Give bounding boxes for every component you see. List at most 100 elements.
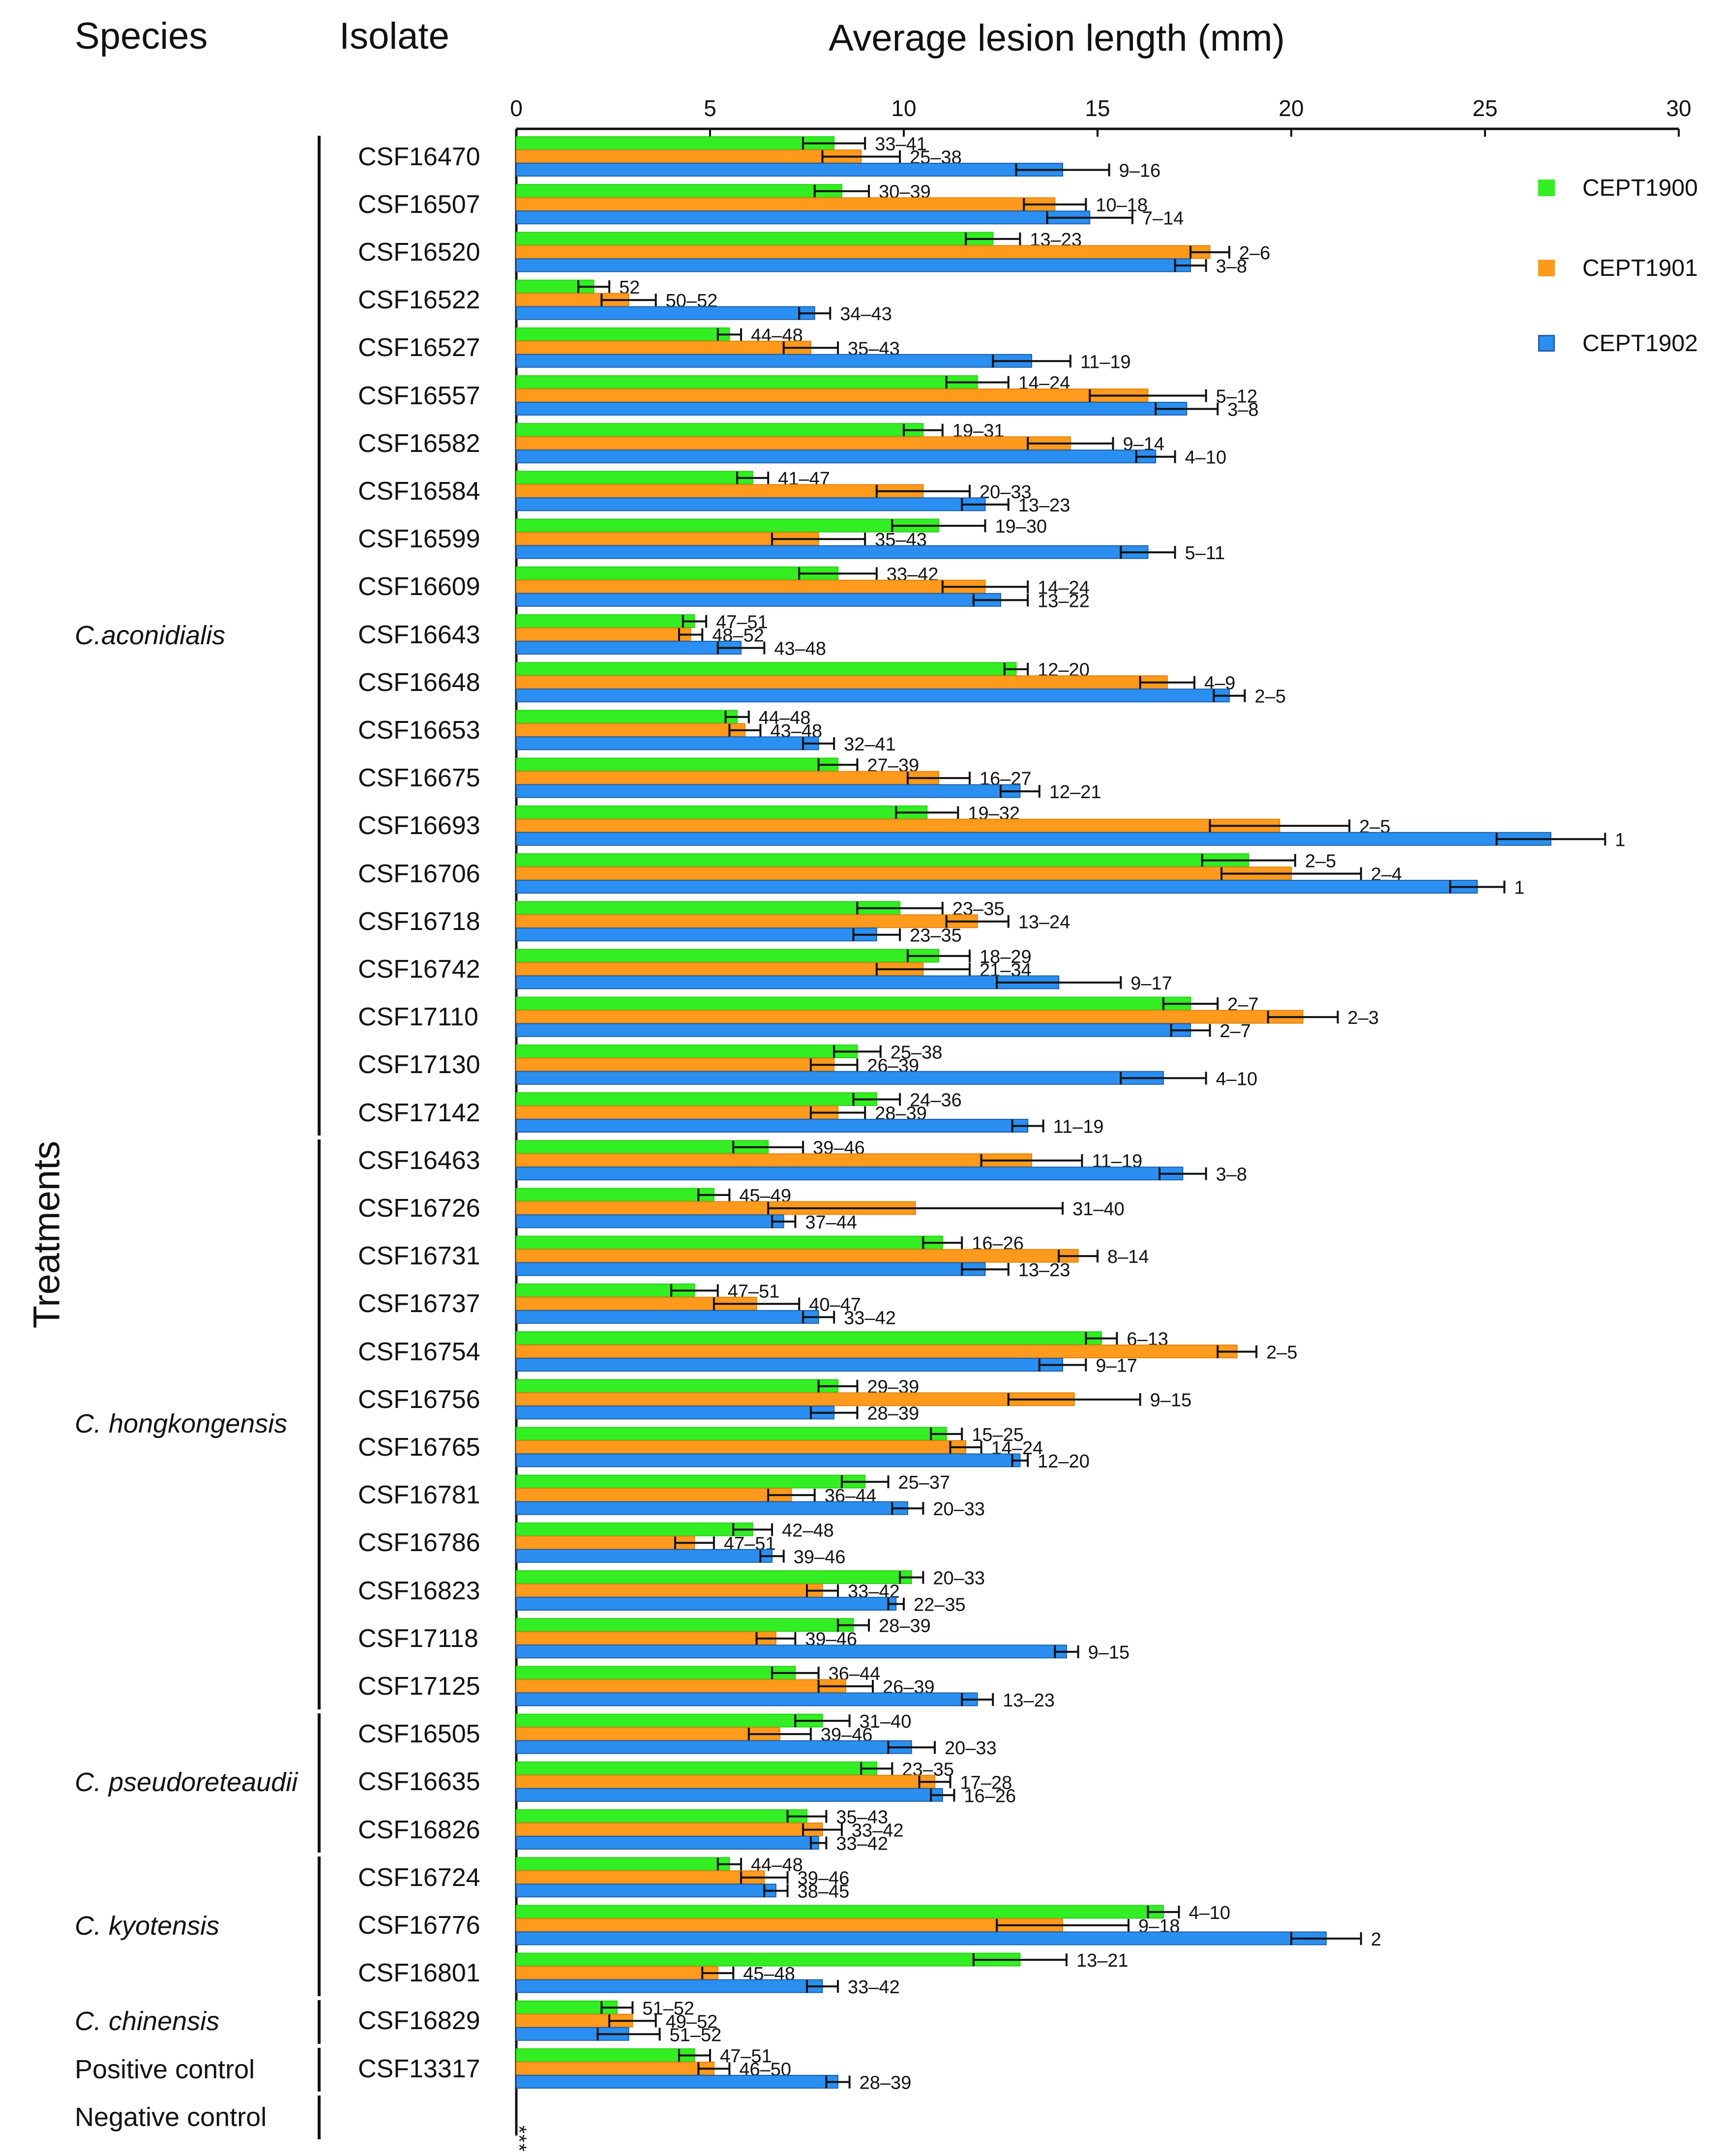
- rank-label: 33–42: [852, 1821, 904, 1841]
- rank-label: 38–45: [798, 1882, 850, 1902]
- bar-CEPT1900: [516, 566, 839, 580]
- bar-CEPT1902: [516, 689, 1230, 703]
- isolate-label: CSF16648: [358, 668, 480, 697]
- bar-CEPT1902: [516, 1262, 986, 1276]
- bar-CEPT1902: [516, 641, 742, 655]
- isolate-label: CSF16706: [358, 859, 480, 888]
- bar-CEPT1900: [516, 662, 1017, 676]
- isolate-label: CSF17125: [358, 1672, 480, 1701]
- bar-CEPT1902: [516, 1979, 823, 1993]
- isolate-label: CSF16726: [358, 1194, 480, 1223]
- bar-CEPT1900: [516, 1235, 943, 1250]
- isolate-label: CSF16463: [358, 1146, 480, 1175]
- rank-label: 39–46: [798, 1868, 850, 1889]
- bar-CEPT1902: [516, 1740, 912, 1754]
- rank-label: 9–15: [1150, 1390, 1192, 1411]
- bar-CEPT1901: [516, 1774, 936, 1789]
- isolate-label: CSF16737: [358, 1289, 480, 1318]
- bar-CEPT1900: [516, 757, 839, 772]
- bar-CEPT1902: [516, 1453, 1021, 1467]
- rank-label: 1: [1615, 830, 1625, 850]
- bar-CEPT1900: [516, 1713, 823, 1728]
- bar-CEPT1902: [516, 545, 1149, 559]
- rank-label: 5–12: [1216, 387, 1258, 407]
- bar-CEPT1900: [516, 1666, 796, 1680]
- isolate-label: CSF16520: [358, 238, 480, 267]
- isolate-label: CSF16781: [358, 1481, 480, 1510]
- bar-CEPT1902: [516, 1501, 908, 1515]
- species-label: Negative control: [75, 2102, 267, 2132]
- bar-CEPT1902: [516, 784, 1021, 798]
- legend-swatch-cept1900: [1538, 180, 1555, 196]
- bar-CEPT1900: [516, 614, 695, 628]
- negative-control-marker: ***: [508, 2126, 531, 2153]
- bar-CEPT1901: [516, 1488, 792, 1502]
- bar-CEPT1900: [516, 1188, 714, 1202]
- rank-label: 7–14: [1142, 209, 1184, 229]
- rank-label: 31–40: [860, 1711, 912, 1732]
- bar-CEPT1900: [516, 518, 939, 533]
- isolate-label: CSF16765: [358, 1433, 480, 1462]
- species-label: C. hongkongensis: [75, 1409, 288, 1439]
- rank-label: 9–17: [1096, 1356, 1137, 1377]
- bar-CEPT1901: [516, 1631, 776, 1646]
- rank-label: 42–48: [782, 1520, 834, 1541]
- rank-label: 34–43: [840, 304, 892, 325]
- bar-CEPT1901: [516, 867, 1292, 880]
- rank-label: 2–7: [1220, 1021, 1251, 1042]
- rank-label: 2–6: [1239, 243, 1270, 264]
- bar-CEPT1902: [516, 1549, 773, 1563]
- bar-CEPT1901: [516, 1918, 1064, 1932]
- rank-label: 3–8: [1216, 256, 1247, 277]
- group-bracket: [318, 2000, 321, 2044]
- rank-label: 17–28: [960, 1772, 1012, 1793]
- rank-label: 28–39: [867, 1404, 919, 1424]
- rank-label: 2: [1371, 1929, 1381, 1950]
- bar-CEPT1902: [516, 832, 1551, 846]
- bar-CEPT1902: [516, 1692, 978, 1707]
- group-bracket: [318, 2048, 321, 2092]
- bar-CEPT1901: [516, 1106, 839, 1119]
- rank-label: 2–5: [1266, 1343, 1297, 1363]
- rank-label: 23–35: [910, 926, 962, 946]
- isolate-label: CSF16584: [358, 477, 480, 506]
- bar-CEPT1901: [516, 1966, 718, 1980]
- isolate-label: CSF16731: [358, 1242, 480, 1271]
- bar-CEPT1901: [516, 245, 1211, 259]
- rank-label: 13–21: [1076, 1950, 1129, 1971]
- bar-CEPT1902: [516, 210, 1091, 225]
- bar-CEPT1901: [516, 1010, 1304, 1024]
- bar-CEPT1901: [516, 1584, 823, 1597]
- bar-CEPT1901: [516, 197, 1056, 211]
- rank-label: 25–38: [891, 1042, 943, 1063]
- isolate-label: CSF16718: [358, 907, 480, 936]
- isolate-label: CSF16470: [358, 142, 480, 171]
- rank-label: 5–11: [1185, 543, 1225, 564]
- bar-CEPT1900: [516, 327, 730, 341]
- legend-cept1900: CEPT1900: [1538, 173, 1698, 203]
- bar-CEPT1901: [516, 1249, 1079, 1263]
- bar-CEPT1901: [516, 150, 862, 163]
- bar-CEPT1902: [516, 1884, 776, 1898]
- x-tick-label: 25: [1472, 95, 1497, 121]
- rank-label: 13–22: [1038, 591, 1090, 611]
- rank-label: 4–10: [1216, 1069, 1258, 1089]
- species-label: C. chinensis: [75, 2006, 220, 2036]
- rank-label: 31–40: [1072, 1199, 1125, 1220]
- rank-label: 20–33: [980, 482, 1032, 503]
- bar-CEPT1901: [516, 1153, 1033, 1168]
- bar-CEPT1900: [516, 1283, 695, 1297]
- rank-label: 4–10: [1185, 448, 1227, 468]
- legend-cept1901: CEPT1901: [1538, 253, 1698, 283]
- legend-swatch-cept1902: [1538, 335, 1555, 352]
- isolate-label: CSF16505: [358, 1720, 480, 1749]
- bar-CEPT1900: [516, 471, 753, 485]
- isolate-label: CSF13317: [358, 2054, 480, 2083]
- isolate-label: CSF16609: [358, 572, 480, 601]
- bar-CEPT1900: [516, 996, 1191, 1011]
- bar-CEPT1901: [516, 579, 986, 594]
- rank-label: 13–24: [1018, 912, 1070, 933]
- rank-label: 37–44: [805, 1212, 857, 1233]
- bar-CEPT1902: [516, 402, 1188, 416]
